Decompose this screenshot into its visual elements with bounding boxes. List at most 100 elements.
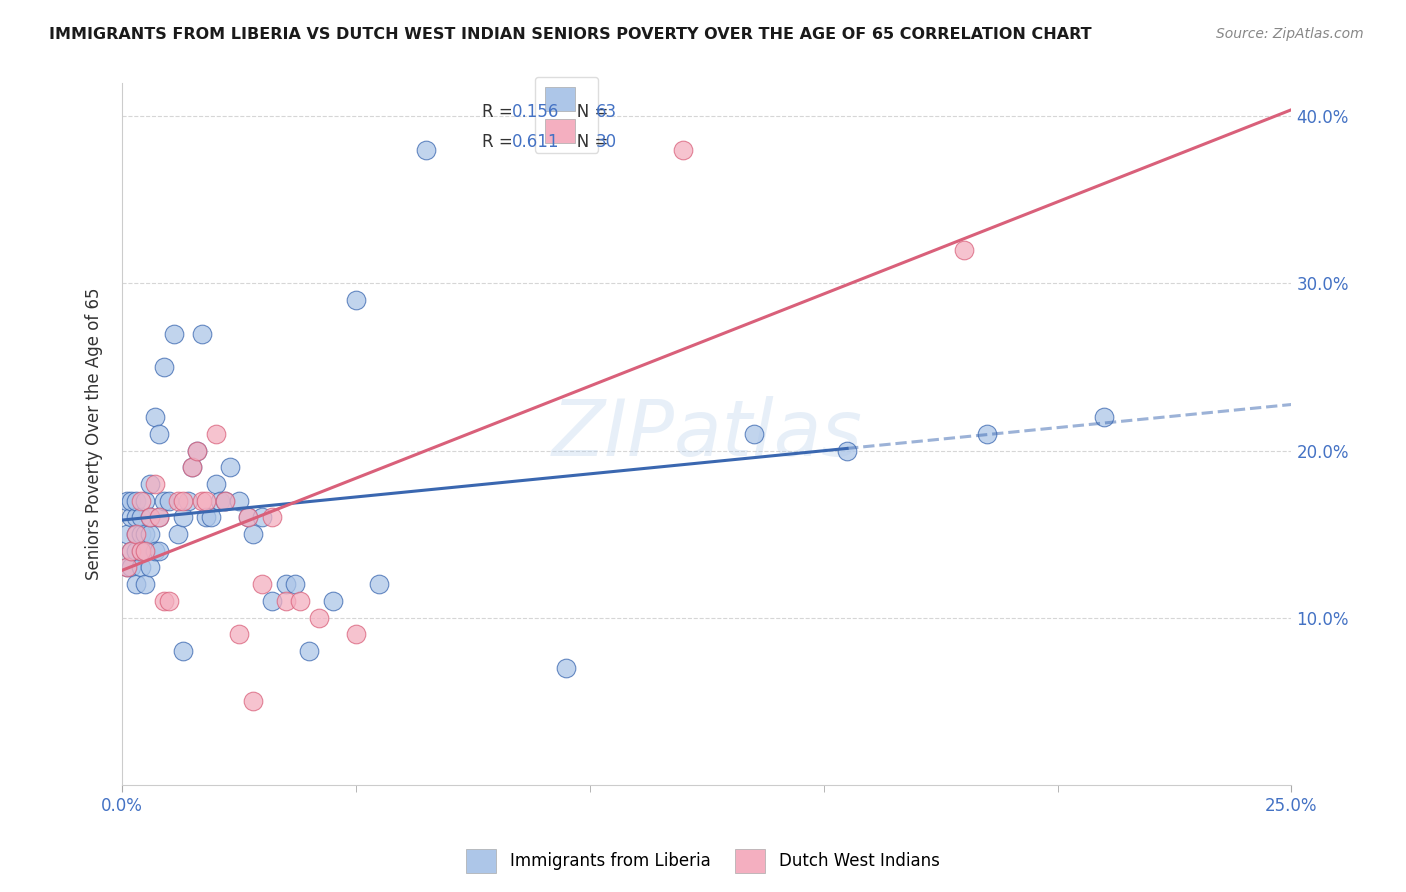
Point <box>129 543 152 558</box>
Point <box>181 460 204 475</box>
Point <box>274 594 297 608</box>
Text: R =: R = <box>482 103 523 121</box>
Point <box>134 543 156 558</box>
Point <box>298 644 321 658</box>
Point <box>129 543 152 558</box>
Point <box>172 510 194 524</box>
Point <box>195 510 218 524</box>
Text: N =: N = <box>561 133 613 151</box>
Point <box>260 594 283 608</box>
Point <box>835 443 858 458</box>
Point <box>125 527 148 541</box>
Point <box>115 560 138 574</box>
Point <box>209 493 232 508</box>
Point <box>120 510 142 524</box>
Point <box>153 493 176 508</box>
Point <box>344 627 367 641</box>
Point <box>129 527 152 541</box>
Point <box>242 527 264 541</box>
Point <box>172 493 194 508</box>
Point <box>1092 410 1115 425</box>
Point <box>120 543 142 558</box>
Point <box>238 510 260 524</box>
Point <box>125 543 148 558</box>
Legend: Immigrants from Liberia, Dutch West Indians: Immigrants from Liberia, Dutch West Indi… <box>460 842 946 880</box>
Point <box>284 577 307 591</box>
Legend: , : , <box>534 77 598 153</box>
Text: IMMIGRANTS FROM LIBERIA VS DUTCH WEST INDIAN SENIORS POVERTY OVER THE AGE OF 65 : IMMIGRANTS FROM LIBERIA VS DUTCH WEST IN… <box>49 27 1092 42</box>
Point <box>167 527 190 541</box>
Point <box>238 510 260 524</box>
Point <box>242 694 264 708</box>
Text: Source: ZipAtlas.com: Source: ZipAtlas.com <box>1216 27 1364 41</box>
Point <box>134 543 156 558</box>
Point <box>157 493 180 508</box>
Point <box>148 543 170 558</box>
Point <box>953 243 976 257</box>
Point <box>162 326 184 341</box>
Point <box>260 510 283 524</box>
Point <box>120 493 142 508</box>
Point <box>322 594 344 608</box>
Point <box>186 443 208 458</box>
Text: N =: N = <box>561 103 613 121</box>
Point <box>134 527 156 541</box>
Point <box>190 493 212 508</box>
Point <box>308 610 330 624</box>
Text: 63: 63 <box>596 103 617 121</box>
Point <box>143 477 166 491</box>
Point <box>368 577 391 591</box>
Point <box>120 560 142 574</box>
Point <box>344 293 367 307</box>
Point <box>143 543 166 558</box>
Point <box>415 143 437 157</box>
Point <box>129 510 152 524</box>
Point <box>125 493 148 508</box>
Y-axis label: Seniors Poverty Over the Age of 65: Seniors Poverty Over the Age of 65 <box>86 287 103 580</box>
Point <box>115 560 138 574</box>
Point <box>148 426 170 441</box>
Point <box>204 426 226 441</box>
Point <box>214 493 236 508</box>
Point <box>143 410 166 425</box>
Point <box>157 594 180 608</box>
Point <box>204 477 226 491</box>
Point <box>129 493 152 508</box>
Point <box>139 510 162 524</box>
Point <box>125 577 148 591</box>
Point <box>228 627 250 641</box>
Point <box>129 560 152 574</box>
Point <box>153 359 176 374</box>
Point <box>139 477 162 491</box>
Point <box>195 493 218 508</box>
Point <box>139 510 162 524</box>
Point <box>252 510 274 524</box>
Point <box>214 493 236 508</box>
Point <box>672 143 695 157</box>
Point <box>134 577 156 591</box>
Point <box>115 493 138 508</box>
Point <box>125 527 148 541</box>
Point <box>125 510 148 524</box>
Point <box>139 560 162 574</box>
Point <box>120 543 142 558</box>
Text: 0.156: 0.156 <box>512 103 558 121</box>
Text: R =: R = <box>482 133 523 151</box>
Point <box>252 577 274 591</box>
Point <box>181 460 204 475</box>
Point <box>148 510 170 524</box>
Text: ZIPatlas: ZIPatlas <box>551 396 862 472</box>
Point <box>153 594 176 608</box>
Point <box>115 527 138 541</box>
Point <box>186 443 208 458</box>
Point <box>742 426 765 441</box>
Point <box>148 510 170 524</box>
Point <box>288 594 311 608</box>
Point <box>176 493 198 508</box>
Point <box>167 493 190 508</box>
Point <box>134 493 156 508</box>
Text: 30: 30 <box>596 133 617 151</box>
Point <box>172 644 194 658</box>
Point <box>555 661 578 675</box>
Point <box>200 510 222 524</box>
